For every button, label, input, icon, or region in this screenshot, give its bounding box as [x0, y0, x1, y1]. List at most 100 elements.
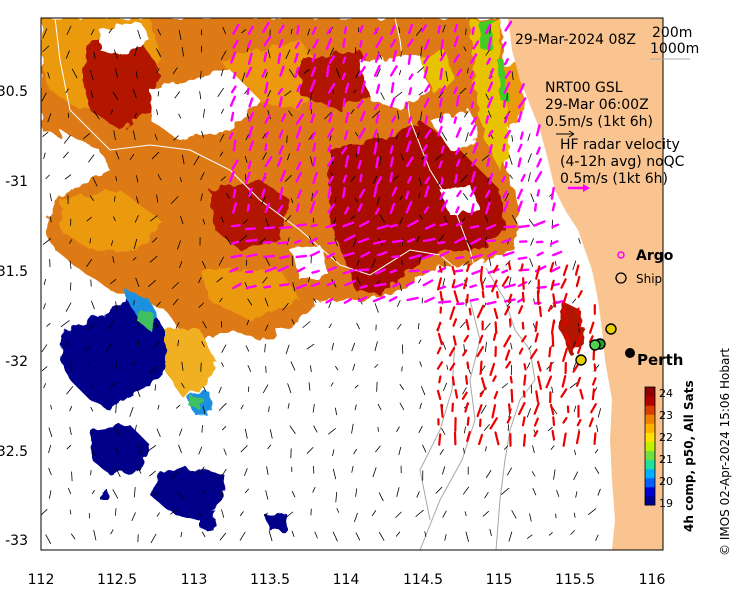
radar-current-arrow	[517, 402, 526, 416]
model-current-arrow	[82, 133, 91, 140]
model-current-arrow	[351, 342, 356, 352]
model-current-arrow	[66, 386, 74, 395]
model-current-arrow	[351, 423, 354, 434]
hf-radar-arrow	[389, 156, 394, 168]
model-current-arrow	[292, 282, 296, 292]
hf-radar-arrow	[485, 115, 490, 124]
hf-radar-arrow	[344, 111, 350, 124]
hf-radar-arrow	[485, 189, 491, 199]
model-current-arrow	[181, 361, 184, 371]
radar-current-arrow	[518, 347, 524, 355]
hf-radar-arrow	[296, 142, 301, 152]
hf-radar-arrow	[455, 127, 462, 138]
hf-radar-arrow	[550, 186, 555, 200]
model-current-arrow	[463, 426, 466, 434]
model-current-arrow	[90, 406, 94, 412]
model-current-arrow	[313, 425, 318, 433]
model-current-arrow	[462, 193, 469, 200]
model-current-arrow	[133, 486, 136, 498]
model-current-arrow	[180, 215, 184, 225]
hf-radar-arrow	[375, 36, 384, 48]
model-current-arrow	[41, 92, 47, 102]
model-current-arrow	[152, 341, 160, 349]
model-current-arrow	[259, 237, 267, 244]
model-current-arrow	[372, 110, 381, 119]
model-current-arrow	[352, 89, 357, 94]
cloud-gap	[440, 185, 480, 215]
hf-radar-arrow	[437, 241, 446, 245]
hf-radar-arrow	[520, 173, 526, 183]
hf-radar-arrow	[344, 234, 356, 242]
model-current-arrow	[553, 469, 556, 480]
radar-current-arrow	[504, 305, 511, 316]
model-current-arrow	[66, 444, 72, 450]
model-current-arrow	[578, 237, 581, 244]
radar-current-arrow	[560, 388, 568, 398]
model-current-arrow	[178, 113, 182, 119]
hf-radar-arrow	[389, 269, 398, 274]
hf-radar-arrow	[264, 131, 269, 139]
model-current-arrow	[460, 174, 468, 183]
model-current-arrow	[156, 512, 160, 517]
model-current-arrow	[415, 509, 424, 517]
hf-radar-arrow	[309, 250, 321, 257]
hf-radar-arrow	[517, 256, 528, 260]
model-current-arrow	[308, 382, 311, 391]
model-current-arrow	[179, 177, 182, 183]
radar-current-arrow	[453, 290, 459, 303]
model-current-arrow	[137, 29, 141, 40]
radar-current-arrow	[550, 279, 555, 291]
hf-radar-arrow	[326, 99, 331, 108]
hf-radar-arrow	[246, 87, 250, 96]
hf-radar-arrow	[487, 81, 494, 93]
model-current-arrow	[203, 386, 207, 392]
model-current-arrow	[415, 27, 423, 36]
model-current-arrow	[150, 533, 157, 544]
hf-radar-arrow	[504, 70, 511, 79]
hf-legend-line3: 0.5m/s (1kt 6h)	[560, 171, 668, 187]
hf-radar-arrow	[342, 174, 348, 184]
hf-radar-arrow	[344, 82, 350, 94]
hf-radar-arrow	[422, 144, 428, 152]
hf-radar-arrow	[279, 186, 284, 200]
x-tick-label: 113.5	[250, 572, 290, 588]
model-current-arrow	[157, 404, 160, 410]
radar-current-arrow	[562, 307, 566, 317]
model-current-arrow	[527, 534, 533, 539]
x-tick-label: 116	[639, 572, 666, 588]
model-current-arrow	[202, 320, 207, 329]
radar-current-arrow	[551, 429, 556, 441]
model-current-arrow	[334, 407, 338, 416]
hf-radar-arrow	[312, 142, 317, 152]
hf-radar-arrow	[486, 157, 491, 167]
model-current-arrow	[487, 110, 492, 118]
radar-current-arrow	[451, 265, 456, 276]
model-current-arrow	[302, 321, 311, 328]
model-current-arrow	[218, 386, 222, 394]
hf-radar-arrow	[279, 65, 285, 77]
hf-radar-arrow	[470, 101, 475, 109]
model-current-arrow	[354, 131, 359, 137]
model-current-arrow	[225, 235, 232, 245]
hf-radar-arrow	[389, 223, 399, 228]
radar-current-arrow	[454, 389, 459, 399]
model-current-arrow	[573, 341, 576, 347]
model-current-arrow	[221, 491, 224, 498]
radar-current-arrow	[466, 416, 470, 426]
model-current-arrow	[93, 530, 97, 541]
model-current-arrow	[508, 154, 513, 165]
hf-radar-arrow	[407, 219, 419, 228]
model-current-arrow	[481, 277, 487, 285]
radar-current-arrow	[466, 263, 471, 273]
hf-radar-arrow	[341, 146, 348, 155]
model-current-arrow	[353, 448, 357, 455]
model-current-arrow	[265, 71, 268, 78]
hf-radar-arrow	[389, 38, 397, 48]
model-current-arrow	[418, 425, 423, 434]
radar-current-arrow	[438, 433, 442, 446]
radar-current-arrow	[575, 376, 582, 387]
radar-current-arrow	[451, 279, 456, 289]
hf-radar-arrow	[373, 141, 378, 155]
model-current-arrow	[285, 344, 290, 355]
